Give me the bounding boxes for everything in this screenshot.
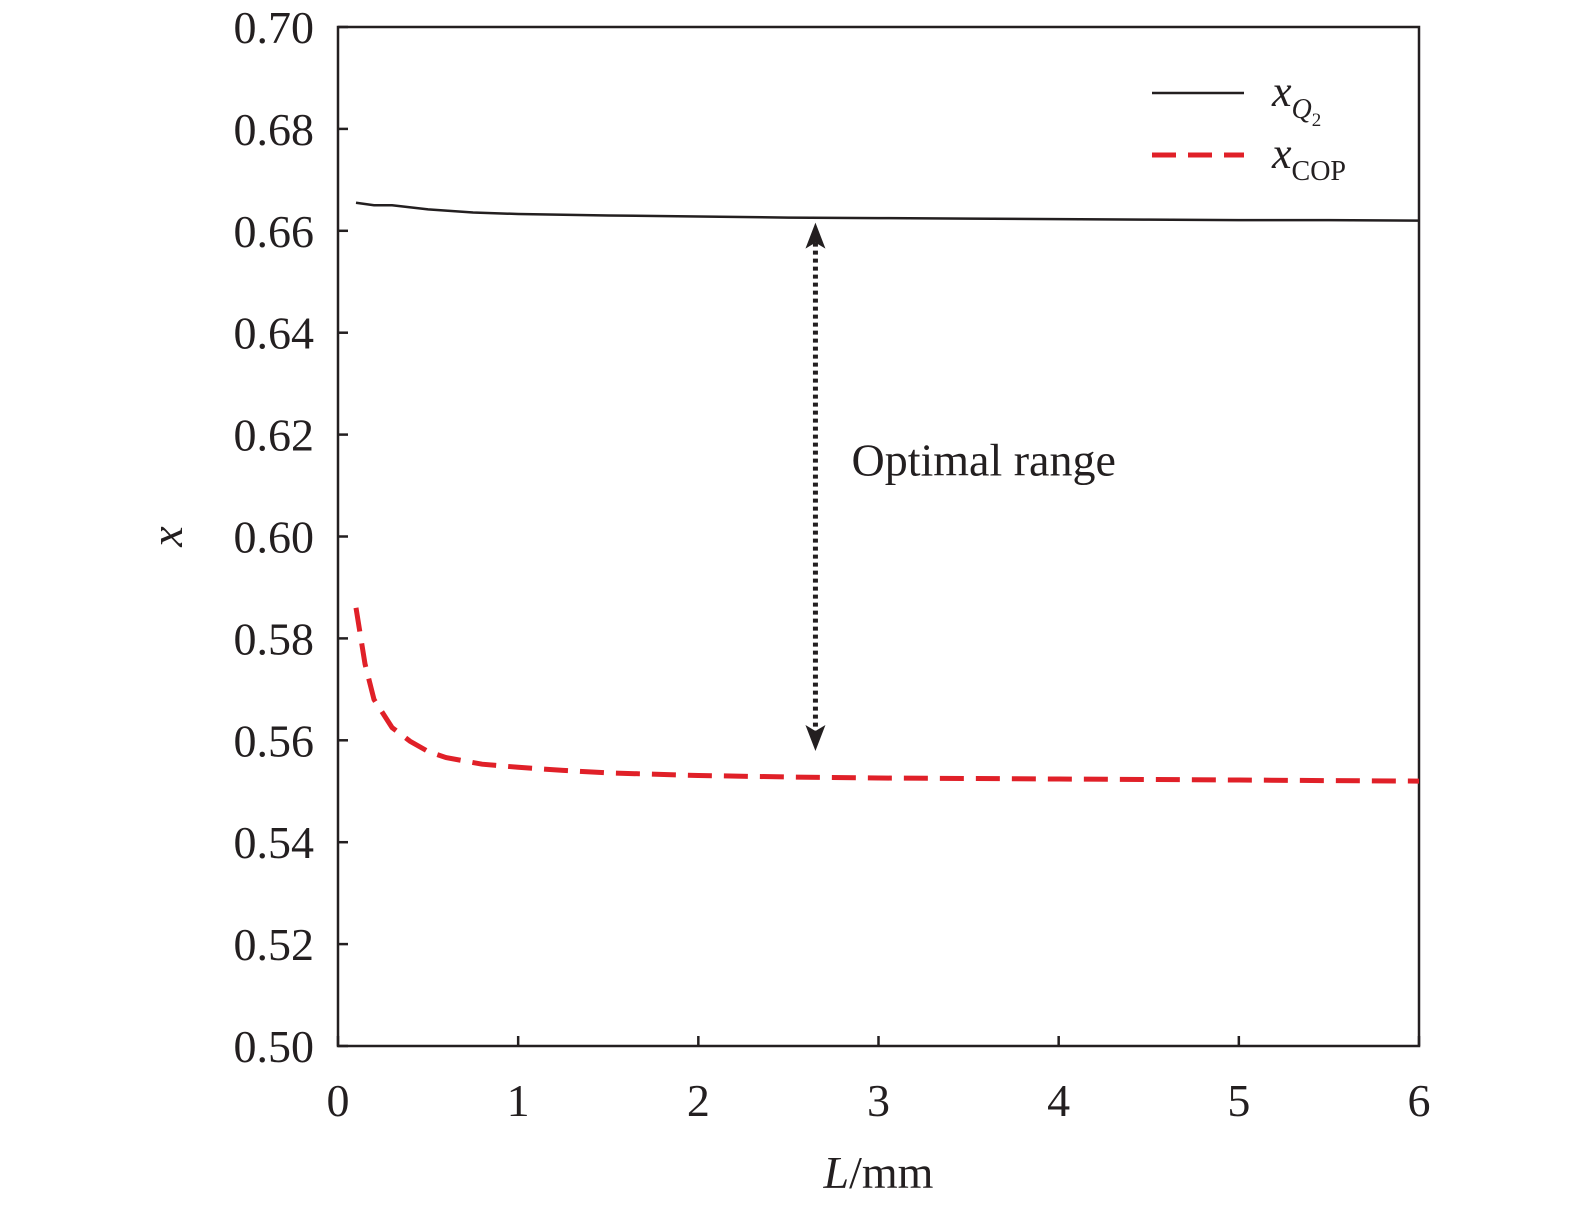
series-line-x-q2 [355,201,1420,222]
legend-label-sub: Q [1292,94,1312,125]
plot-area: 0 1 2 3 4 5 6 0.50 0.52 0.54 0.56 0.58 0.60 0.62 0.64… [234,2,1431,1126]
legend-label-base: x [1271,67,1292,116]
plot-frame [336,25,1421,1048]
x-axis-title-italic: L [823,1147,850,1198]
x-tick-label: 1 [507,1075,530,1126]
y-tick-label: 0.52 [234,919,315,970]
x-tick-label: 5 [1227,1075,1250,1126]
x-axis-title-unit: /mm [849,1147,934,1198]
y-tick-label: 0.62 [234,410,315,461]
arrow-head-down [805,725,826,752]
y-tick-label: 0.68 [234,104,315,155]
y-tick-label: 0.58 [234,613,315,664]
x-tick-label: 2 [687,1075,710,1126]
y-tick-label: 0.56 [234,715,315,766]
arrow-head-up [805,222,826,249]
y-tick-label: 0.60 [234,512,315,563]
legend-label: xCOP [1271,129,1346,187]
x-tick-label: 6 [1408,1075,1431,1126]
x-axis-ticks: 0 1 2 3 4 5 6 [327,1036,1431,1126]
optimal-range-label: Optimal range [851,434,1115,485]
y-tick-label: 0.54 [234,817,315,868]
y-tick-label: 0.66 [234,206,315,257]
x-tick-label: 4 [1047,1075,1070,1126]
series-line-x-cop [353,607,1420,784]
y-axis-ticks: 0.50 0.52 0.54 0.56 0.58 0.60 0.62 0.64 0.66 0.68… [234,2,348,1072]
legend-label-subsub: 2 [1312,110,1322,131]
legend-label-base: x [1271,129,1292,178]
y-tick-label: 0.64 [234,308,315,359]
legend-label: xQ2 [1271,67,1321,131]
series-layer [353,201,1420,784]
x-tick-label: 3 [867,1075,890,1126]
annotation-layer: Optimal range [805,222,1116,752]
y-tick-label: 0.50 [234,1021,315,1072]
x-axis-title: L/mm [823,1147,934,1198]
x-tick-label: 0 [327,1075,350,1126]
y-axis-title: x [141,526,192,548]
legend-label-sub: COP [1292,156,1346,187]
y-tick-label: 0.70 [234,2,315,53]
